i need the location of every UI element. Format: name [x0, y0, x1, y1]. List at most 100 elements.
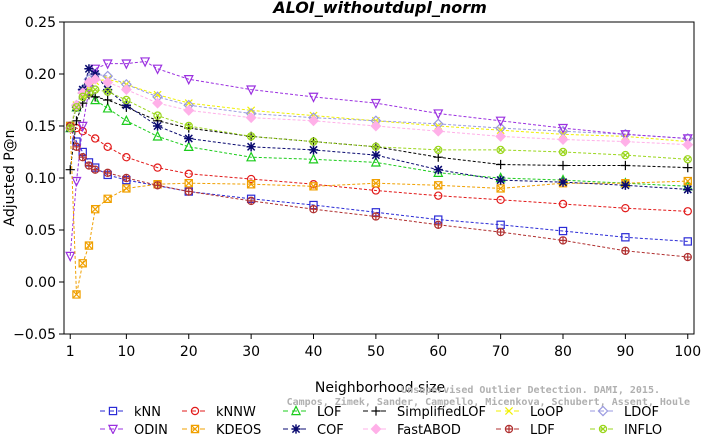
legend-item-cof: COF — [283, 423, 344, 434]
legend-marker — [598, 424, 608, 434]
data-point — [558, 160, 568, 171]
data-point — [308, 92, 319, 103]
data-point — [103, 168, 112, 177]
data-point — [72, 290, 81, 299]
series-line — [69, 94, 688, 170]
data-point — [122, 152, 131, 162]
data-point — [558, 199, 568, 209]
data-point — [121, 114, 132, 126]
data-point — [370, 156, 381, 167]
data-point — [371, 179, 381, 188]
legend-marker — [290, 405, 302, 416]
data-point — [308, 145, 319, 155]
legend-marker — [190, 406, 200, 416]
data-point — [84, 241, 94, 250]
data-point — [619, 136, 631, 148]
data-point — [122, 173, 131, 183]
data-point — [72, 103, 81, 112]
data-point — [121, 100, 131, 110]
data-point — [152, 64, 163, 75]
series-inflo — [66, 85, 692, 164]
watermark-line-1: Campos, Zimek, Sander, Campello, Micenko… — [287, 396, 690, 408]
y-tick-label: 0.10 — [25, 171, 56, 187]
data-point — [152, 130, 163, 141]
legend-label: SimplifiedLOF — [397, 405, 486, 420]
data-point — [65, 251, 76, 262]
data-point — [89, 73, 101, 85]
series-cof — [65, 64, 693, 195]
data-point — [152, 121, 163, 131]
y-axis-label: Adjusted P@n — [2, 129, 18, 226]
x-tick-label: 60 — [429, 344, 447, 360]
legend-marker — [370, 423, 382, 434]
data-point — [496, 184, 505, 193]
series-line — [69, 78, 688, 143]
data-point — [370, 120, 382, 132]
x-tick-label: 70 — [492, 344, 510, 360]
data-point — [434, 191, 443, 200]
data-point — [121, 59, 132, 70]
legend-item-ldf: LDF — [496, 423, 555, 434]
series-knnw — [66, 121, 692, 216]
y-tick-label: 0.00 — [25, 275, 56, 291]
legend-marker — [371, 406, 381, 416]
data-point — [246, 196, 256, 206]
x-tick-label: 30 — [242, 344, 260, 360]
data-point — [682, 139, 694, 151]
data-point — [78, 259, 87, 268]
axis-ticks: 1 10 20 30 40 50 60 70 80 90 100 −0.05 0.00 0.05 0.10 0… — [13, 15, 701, 360]
data-point — [621, 233, 630, 242]
series-line — [70, 125, 688, 212]
data-point — [558, 177, 568, 187]
data-point — [77, 121, 88, 132]
legend-item-loop: LoOP — [496, 405, 563, 420]
legend-item-ldof: LDOF — [590, 405, 659, 420]
data-point — [71, 116, 82, 126]
series-ldf — [66, 121, 692, 262]
data-point — [308, 153, 319, 164]
data-point — [495, 130, 507, 142]
legend-label: LDF — [530, 423, 555, 434]
data-point — [78, 153, 87, 162]
series-odin — [65, 57, 693, 262]
series-layer — [64, 57, 694, 299]
data-point — [683, 207, 692, 216]
data-point — [71, 176, 82, 188]
data-point — [620, 160, 630, 171]
data-point — [66, 123, 75, 133]
data-point — [434, 145, 443, 155]
data-point — [90, 205, 100, 214]
data-point — [682, 134, 693, 145]
data-point — [183, 140, 194, 151]
legend-item-kdeos: KDEOS — [182, 423, 261, 434]
data-point — [683, 184, 693, 195]
legend-label: KDEOS — [216, 423, 261, 434]
data-point — [620, 180, 630, 190]
data-point — [309, 205, 318, 214]
data-point — [84, 64, 94, 74]
x-tick-label: 80 — [554, 344, 572, 360]
data-point — [308, 115, 319, 127]
data-point — [370, 98, 381, 110]
data-point — [103, 194, 112, 203]
legend-label: LOF — [317, 405, 342, 420]
data-point — [103, 87, 112, 96]
data-point — [557, 123, 569, 135]
legend-item-odin: ODIN — [100, 423, 168, 434]
data-point — [683, 252, 692, 262]
data-point — [184, 179, 193, 188]
data-point — [103, 85, 113, 95]
x-tick-label: 40 — [305, 344, 323, 360]
data-point — [683, 155, 692, 164]
data-point — [184, 187, 193, 196]
legend-label: kNNW — [216, 405, 256, 420]
x-tick-label: 1 — [66, 344, 75, 360]
data-point — [246, 180, 256, 189]
data-point — [496, 175, 506, 185]
data-point — [90, 92, 100, 102]
x-tick-label: 20 — [180, 344, 198, 360]
data-point — [434, 220, 443, 229]
data-point — [246, 142, 256, 152]
data-point — [103, 142, 112, 151]
